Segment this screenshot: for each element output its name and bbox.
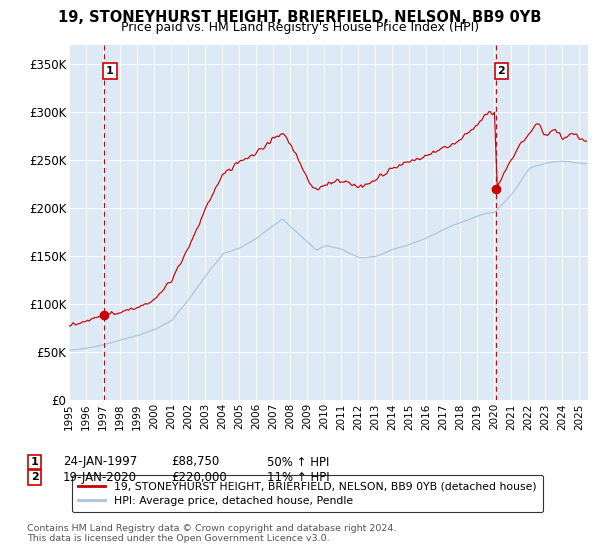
Text: 19-JAN-2020: 19-JAN-2020 (63, 470, 137, 484)
Text: Contains HM Land Registry data © Crown copyright and database right 2024.: Contains HM Land Registry data © Crown c… (27, 524, 397, 533)
Text: 24-JAN-1997: 24-JAN-1997 (63, 455, 137, 469)
Text: 1: 1 (106, 66, 114, 76)
Text: £220,000: £220,000 (171, 470, 227, 484)
Legend: 19, STONEYHURST HEIGHT, BRIERFIELD, NELSON, BB9 0YB (detached house), HPI: Avera: 19, STONEYHURST HEIGHT, BRIERFIELD, NELS… (72, 475, 543, 512)
Text: 50% ↑ HPI: 50% ↑ HPI (267, 455, 329, 469)
Text: 11% ↑ HPI: 11% ↑ HPI (267, 470, 329, 484)
Text: 2: 2 (31, 472, 38, 482)
Text: This data is licensed under the Open Government Licence v3.0.: This data is licensed under the Open Gov… (27, 534, 329, 543)
Text: £88,750: £88,750 (171, 455, 219, 469)
Text: 1: 1 (31, 457, 38, 467)
Text: 2: 2 (497, 66, 505, 76)
Text: 19, STONEYHURST HEIGHT, BRIERFIELD, NELSON, BB9 0YB: 19, STONEYHURST HEIGHT, BRIERFIELD, NELS… (58, 10, 542, 25)
Text: Price paid vs. HM Land Registry's House Price Index (HPI): Price paid vs. HM Land Registry's House … (121, 21, 479, 34)
